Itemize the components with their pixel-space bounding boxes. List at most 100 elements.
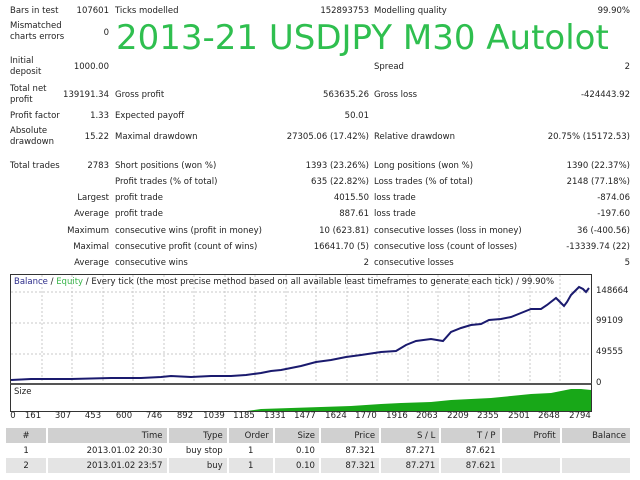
label-bars-in-test: Bars in test	[10, 6, 59, 16]
cell-price: 87.321	[319, 443, 382, 458]
cell-sl: 87.271	[380, 458, 442, 473]
value-total-net-profit: 139191.34	[63, 90, 109, 100]
col-price[interactable]: Price	[319, 428, 382, 443]
table-row[interactable]: 1 2013.01.02 20:30 buy stop 1 0.10 87.32…	[6, 443, 633, 458]
label-profit-trades: Profit trades (% of total)	[115, 177, 218, 187]
table-row[interactable]: 2 2013.01.02 23:57 buy 1 0.10 87.321 87.…	[6, 458, 633, 473]
value-absolute-drawdown: 15.22	[84, 132, 109, 142]
value-profit-trades: 635 (22.82%)	[311, 177, 369, 187]
x-tick: 307	[54, 411, 72, 421]
x-tick: 1624	[325, 411, 347, 421]
value-avg-consec-wins: 2	[363, 258, 369, 268]
label-initial-deposit: Initial deposit	[10, 56, 42, 77]
label-short-positions: Short positions (won %)	[115, 161, 217, 171]
value-maximal-drawdown: 27305.06 (17.42%)	[286, 132, 369, 142]
col-tp[interactable]: T / P	[440, 428, 502, 443]
label-long-positions: Long positions (won %)	[374, 161, 474, 171]
overlay-title: 2013-21 USDJPY M30 Autolot	[116, 18, 609, 58]
size-histogram	[247, 389, 591, 411]
legend-balance: Balance	[14, 277, 48, 287]
label-avg-consec-wins: consecutive wins	[115, 258, 188, 268]
x-tick: 2355	[477, 411, 499, 421]
cell-type: buy	[167, 458, 229, 473]
cell-price: 87.321	[319, 458, 382, 473]
label-max-consec-losses: consecutive losses (loss in money)	[374, 226, 522, 236]
y-tick-0: 0	[596, 378, 602, 388]
col-number[interactable]: #	[6, 428, 49, 443]
label-maximal-drawdown: Maximal drawdown	[115, 132, 198, 142]
chart-legend: Balance / Equity / Every tick (the most …	[14, 277, 554, 287]
value-gross-loss: -424443.92	[580, 90, 630, 100]
cell-sl: 87.271	[380, 443, 442, 458]
label-average-profit: profit trade	[115, 209, 163, 219]
label-maximal: Maximal	[73, 242, 109, 252]
value-modelling-quality: 99.90%	[597, 6, 630, 16]
value-average-loss: -197.60	[597, 209, 630, 219]
col-profit[interactable]: Profit	[500, 428, 562, 443]
value-loss-trades: 2148 (77.18%)	[566, 177, 630, 187]
value-initial-deposit: 1000.00	[73, 62, 109, 72]
label-spread: Spread	[374, 62, 404, 72]
label-largest: Largest	[77, 193, 109, 203]
value-bars-in-test: 107601	[76, 6, 109, 16]
value-largest-loss: -874.06	[597, 193, 630, 203]
legend-separator: /	[47, 277, 57, 287]
col-sl[interactable]: S / L	[380, 428, 442, 443]
label-ticks-modelled: Ticks modelled	[115, 6, 179, 16]
label-maximal-consec-loss: consecutive loss (count of losses)	[374, 242, 518, 252]
cell-profit	[500, 458, 562, 473]
label-average-loss: loss trade	[374, 209, 416, 219]
label-avg-consec: Average	[74, 258, 109, 268]
value-max-consec-losses: 36 (-400.56)	[577, 226, 630, 236]
label-total-trades: Total trades	[10, 161, 60, 171]
balance-chart: Balance / Equity / Every tick (the most …	[10, 274, 592, 384]
label-loss-trades: Loss trades (% of total)	[374, 177, 473, 187]
col-balance[interactable]: Balance	[560, 428, 633, 443]
cell-tp: 87.621	[440, 443, 502, 458]
col-type[interactable]: Type	[167, 428, 229, 443]
x-tick: 2501	[508, 411, 530, 421]
value-mismatched: 0	[103, 28, 109, 38]
label-gross-profit: Gross profit	[115, 90, 165, 100]
y-tick-148664: 148664	[596, 286, 629, 296]
legend-description: / Every tick (the most precise method ba…	[83, 277, 555, 287]
x-tick: 746	[145, 411, 163, 421]
size-panel: Size	[10, 383, 592, 412]
label-relative-drawdown: Relative drawdown	[374, 132, 455, 142]
cell-time: 2013.01.02 20:30	[47, 443, 169, 458]
x-tick: 453	[84, 411, 102, 421]
value-maximal-consec-loss: -13339.74 (22)	[566, 242, 630, 252]
label-profit-factor: Profit factor	[10, 111, 60, 121]
value-largest-profit: 4015.50	[333, 193, 369, 203]
col-order[interactable]: Order	[227, 428, 275, 443]
balance-line	[11, 285, 590, 381]
label-total-net-profit: Total net profit	[10, 84, 47, 105]
cell-order: 1	[227, 458, 275, 473]
value-profit-factor: 1.33	[90, 111, 109, 121]
table-header-row: # Time Type Order Size Price S / L T / P…	[6, 428, 633, 443]
value-relative-drawdown: 20.75% (15172.53)	[547, 132, 630, 142]
col-size[interactable]: Size	[273, 428, 321, 443]
y-tick-99109: 99109	[596, 316, 624, 326]
value-total-trades: 2783	[87, 161, 109, 171]
x-tick: 1331	[264, 411, 286, 421]
label-maximum: Maximum	[67, 226, 109, 236]
x-tick: 161	[24, 411, 42, 421]
cell-number: 2	[6, 458, 49, 473]
label-expected-payoff: Expected payoff	[115, 111, 185, 121]
label-gross-loss: Gross loss	[374, 90, 418, 100]
cell-size: 0.10	[273, 458, 321, 473]
value-ticks-modelled: 152893753	[320, 6, 369, 16]
x-tick: 2063	[416, 411, 438, 421]
value-spread: 2	[624, 62, 630, 72]
cell-order: 1	[227, 443, 275, 458]
x-tick: 1770	[355, 411, 377, 421]
x-tick: 1185	[233, 411, 255, 421]
col-time[interactable]: Time	[47, 428, 169, 443]
x-tick: 2648	[538, 411, 560, 421]
value-avg-consec-losses: 5	[624, 258, 630, 268]
cell-balance	[560, 458, 633, 473]
label-max-consec-wins: consecutive wins (profit in money)	[115, 226, 262, 236]
label-avg-consec-losses: consecutive losses	[374, 258, 454, 268]
cell-size: 0.10	[273, 443, 321, 458]
